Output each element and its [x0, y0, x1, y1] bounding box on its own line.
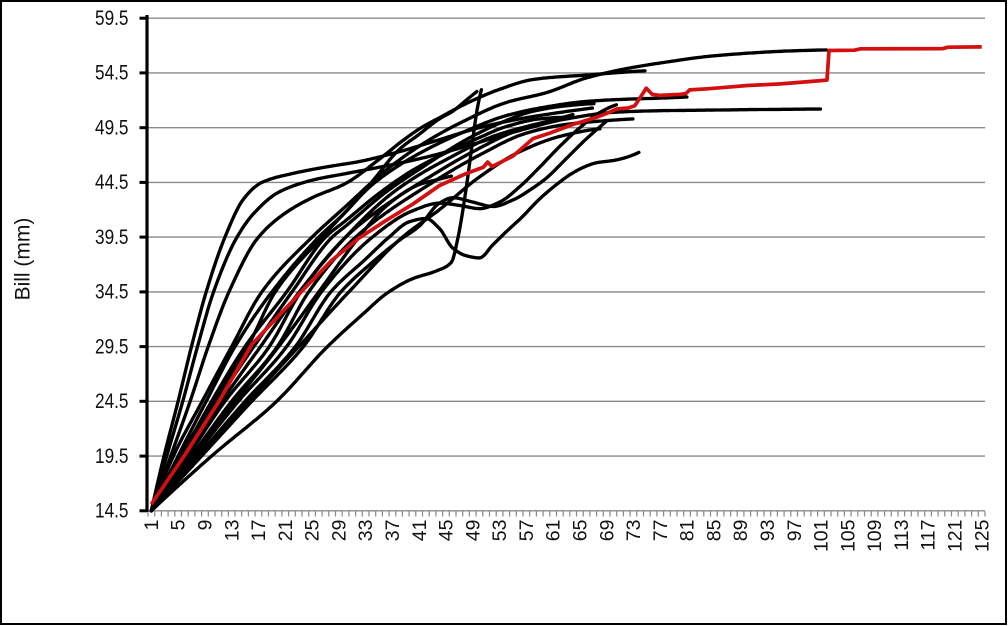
svg-text:Bill (mm): Bill (mm) — [12, 218, 35, 301]
svg-text:77: 77 — [650, 520, 672, 542]
svg-text:69: 69 — [596, 520, 618, 542]
svg-text:1: 1 — [141, 520, 163, 531]
svg-text:29: 29 — [328, 520, 350, 542]
svg-text:109: 109 — [864, 520, 886, 553]
svg-text:105: 105 — [837, 519, 859, 552]
svg-text:57: 57 — [516, 520, 538, 542]
svg-text:9: 9 — [195, 520, 217, 531]
svg-text:61: 61 — [543, 520, 565, 542]
svg-text:121: 121 — [945, 520, 967, 553]
svg-text:45: 45 — [436, 519, 458, 541]
svg-text:37: 37 — [382, 520, 404, 542]
svg-text:85: 85 — [703, 519, 725, 541]
svg-text:59.5: 59.5 — [95, 6, 129, 30]
svg-text:29.5: 29.5 — [95, 334, 129, 358]
svg-text:5: 5 — [168, 519, 190, 530]
svg-text:19.5: 19.5 — [95, 444, 129, 468]
svg-text:25: 25 — [302, 519, 324, 541]
svg-text:33: 33 — [355, 520, 377, 542]
svg-text:14.5: 14.5 — [95, 499, 129, 523]
svg-text:113: 113 — [891, 520, 913, 551]
svg-text:21: 21 — [275, 520, 297, 542]
svg-text:89: 89 — [730, 520, 752, 542]
svg-text:53: 53 — [489, 520, 511, 542]
svg-text:49: 49 — [462, 520, 484, 542]
svg-text:65: 65 — [570, 519, 592, 541]
svg-text:34.5: 34.5 — [95, 280, 129, 304]
svg-text:73: 73 — [623, 520, 645, 542]
svg-text:81: 81 — [677, 520, 699, 542]
svg-text:93: 93 — [757, 520, 779, 542]
svg-text:44.5: 44.5 — [95, 170, 129, 194]
svg-text:41: 41 — [409, 520, 431, 542]
svg-text:117: 117 — [918, 520, 940, 551]
svg-text:97: 97 — [784, 520, 806, 542]
svg-text:101: 101 — [811, 520, 833, 553]
svg-text:54.5: 54.5 — [95, 61, 129, 85]
svg-text:24.5: 24.5 — [95, 389, 129, 413]
svg-text:39.5: 39.5 — [95, 225, 129, 249]
svg-text:13: 13 — [221, 520, 243, 542]
svg-text:17: 17 — [248, 520, 270, 542]
svg-text:125: 125 — [971, 519, 993, 552]
svg-text:49.5: 49.5 — [95, 116, 129, 140]
